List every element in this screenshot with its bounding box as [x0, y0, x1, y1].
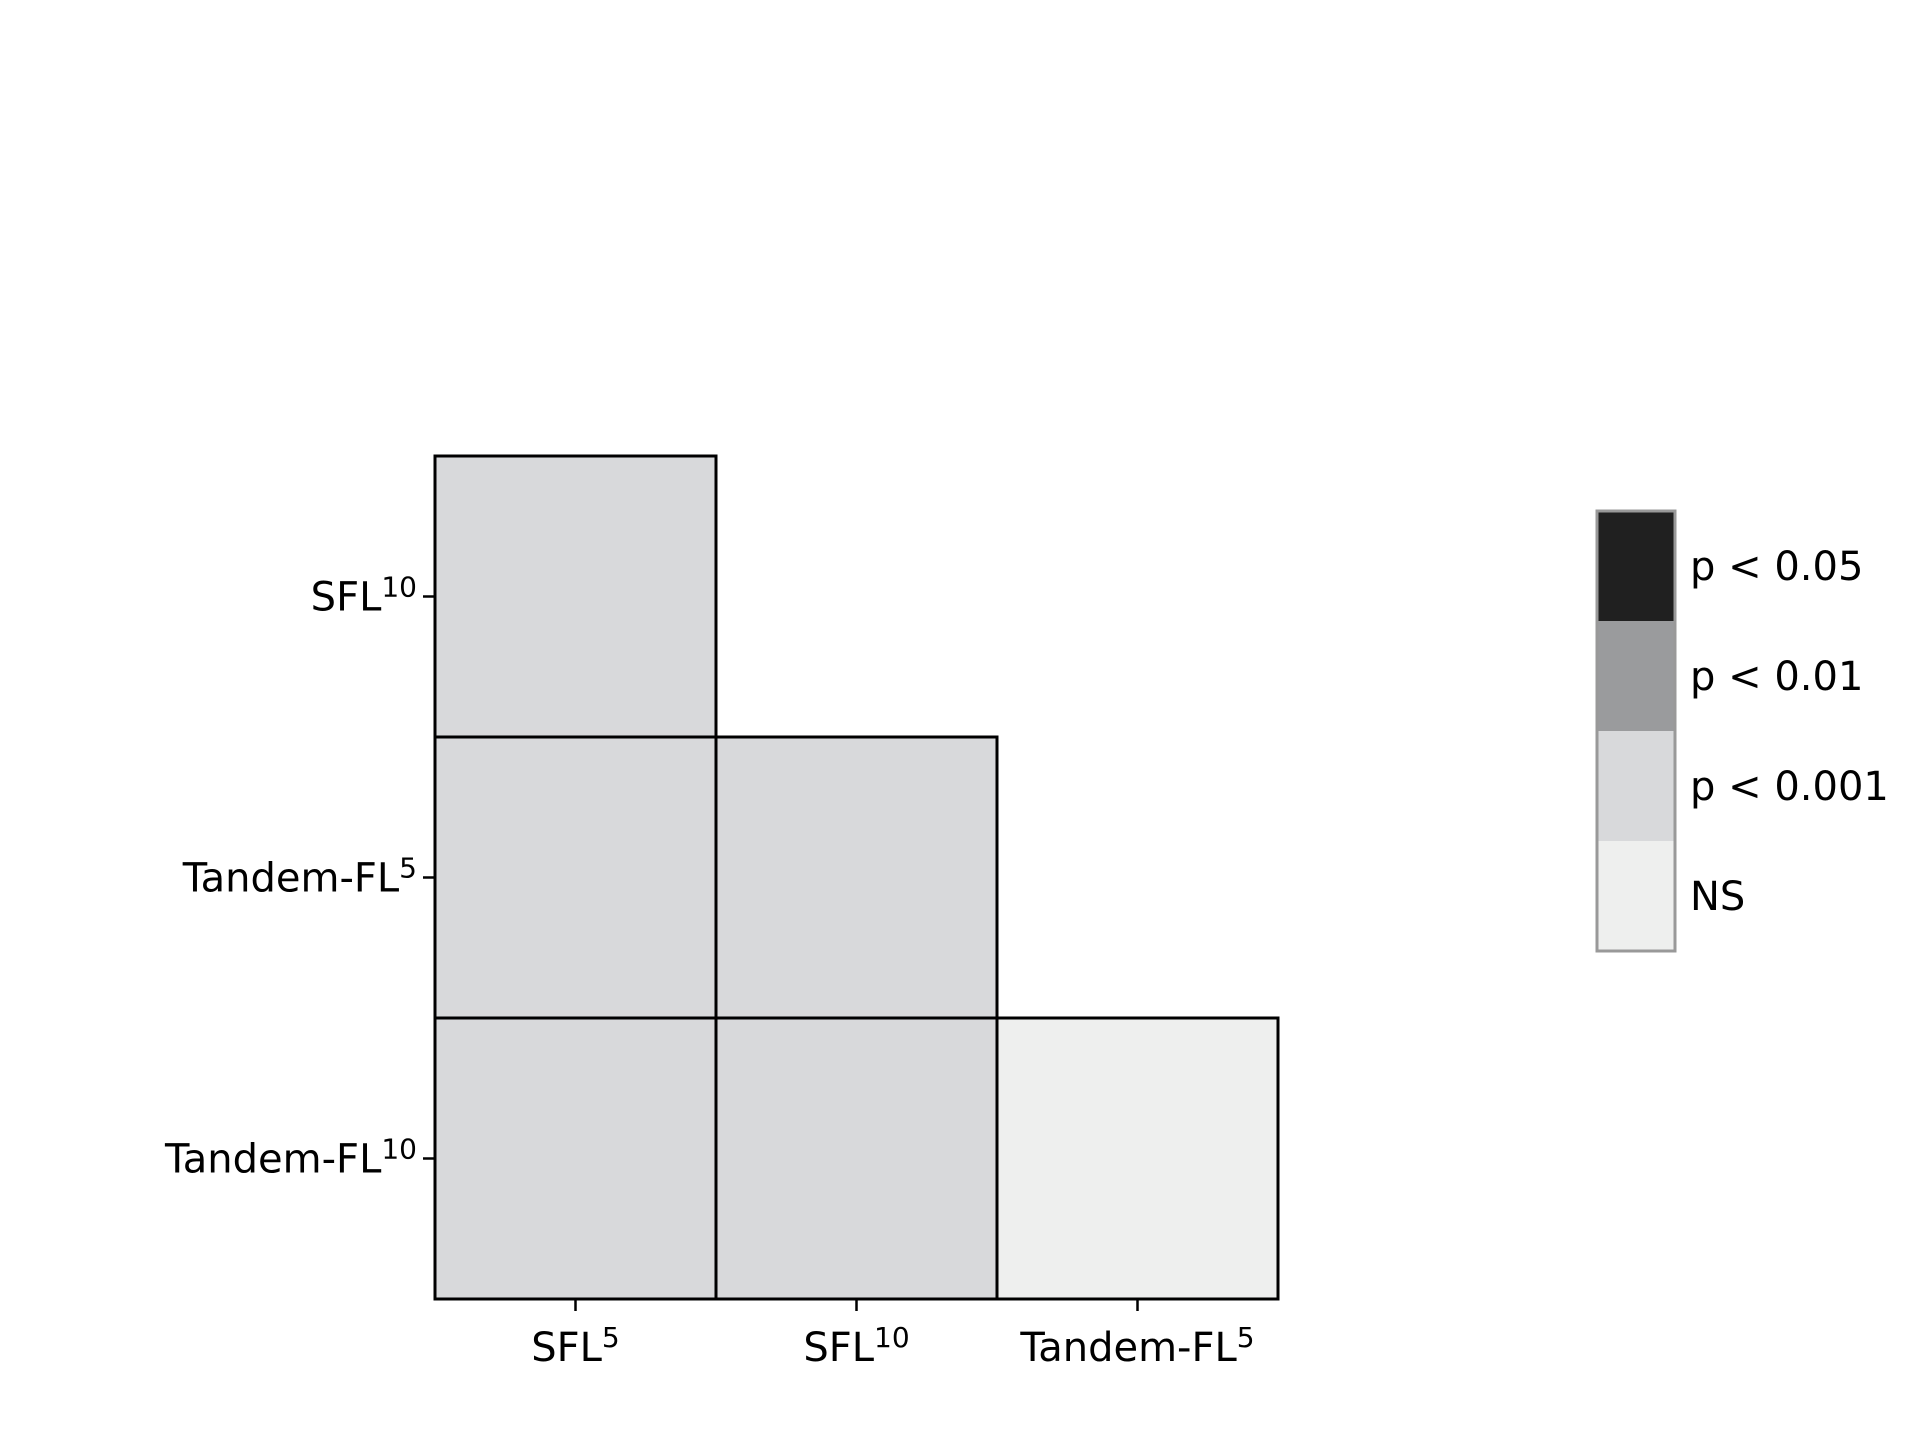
y-tick-label-0: SFL10 — [311, 571, 417, 621]
x-tick-label-2: Tandem-FL5 — [1019, 1321, 1254, 1371]
legend-label-3: NS — [1690, 874, 1745, 920]
legend-label-0: p < 0.05 — [1690, 544, 1863, 590]
legend-label-2: p < 0.001 — [1690, 764, 1889, 810]
heatmap-cell-0 — [433, 454, 718, 739]
legend-swatch-2 — [1597, 731, 1675, 841]
heatmap-cell-2 — [714, 735, 999, 1020]
legend-swatch-1 — [1597, 621, 1675, 731]
heatmap-cell-5 — [995, 1016, 1280, 1301]
legend-frame — [1595, 509, 1677, 953]
cells-layer — [433, 454, 1280, 1301]
legend-label-1: p < 0.01 — [1690, 654, 1863, 700]
legend: p < 0.05 p < 0.01 p < 0.001 NS — [1595, 509, 1889, 953]
heatmap-cell-4 — [714, 1016, 999, 1301]
legend-swatch-3 — [1597, 841, 1675, 951]
x-tick-label-0: SFL5 — [531, 1321, 620, 1371]
legend-swatch-0 — [1597, 511, 1675, 621]
y-tick-label-2: Tandem-FL10 — [164, 1133, 417, 1183]
heatmap-cell-3 — [433, 1016, 718, 1301]
axes-layer: SFL10 Tandem-FL5 Tandem-FL10 SFL5 SFL10 Tande… — [164, 456, 1278, 1371]
x-tick-label-1: SFL10 — [803, 1321, 909, 1371]
y-tick-label-1: Tandem-FL5 — [182, 852, 417, 902]
heatmap-cell-1 — [433, 735, 718, 1020]
